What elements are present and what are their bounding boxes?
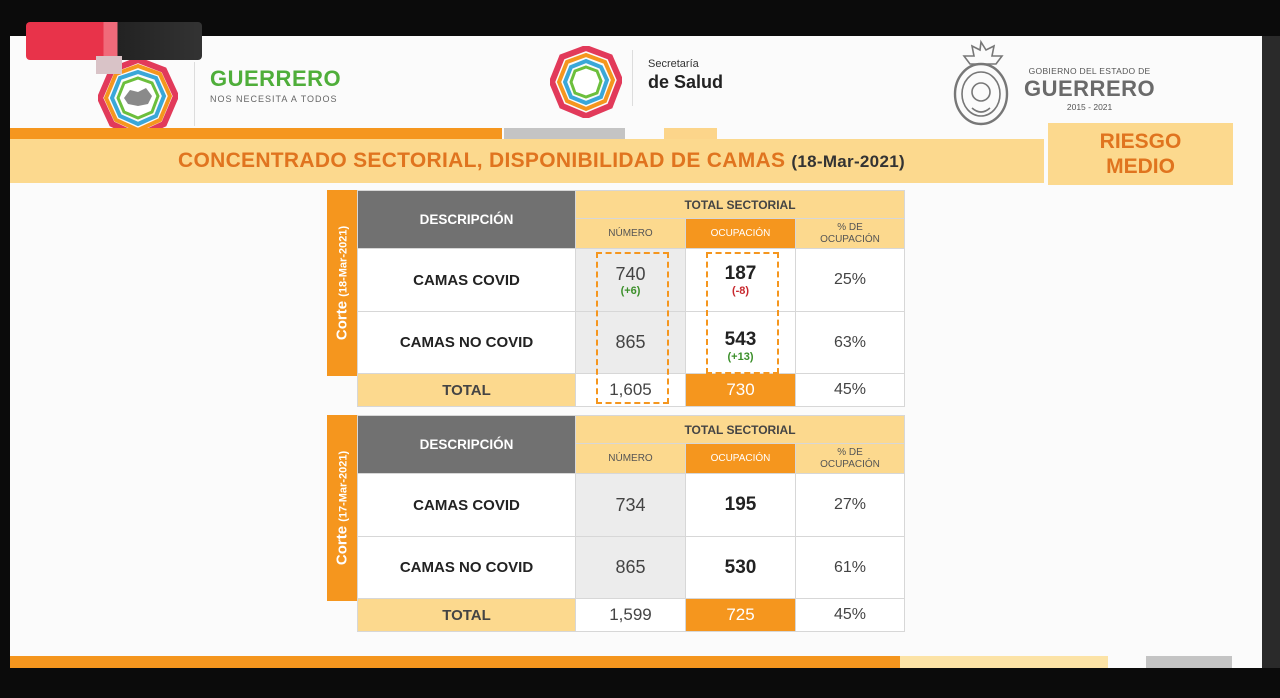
- numero-cell: 865: [575, 536, 686, 599]
- ocupacion-cell: 195: [685, 473, 796, 537]
- header-total-sectorial: TOTAL SECTORIAL: [575, 415, 905, 444]
- pct-cell: 63%: [795, 311, 905, 374]
- total-ocupacion: 725: [685, 598, 796, 632]
- total-ocupacion: 730: [685, 373, 796, 407]
- table-block-previous: Corte (17-Mar-2021) DESCRIPCIÓN TOTAL SE…: [327, 415, 907, 632]
- corte-label: Corte (17-Mar-2021): [327, 415, 357, 601]
- numero-cell: 734: [575, 473, 686, 537]
- row-label: CAMAS NO COVID: [357, 536, 576, 599]
- numero-cell: 740 (+6): [575, 248, 686, 312]
- ocupacion-cell: 530: [685, 536, 796, 599]
- gobierno-years: 2015 - 2021: [1066, 102, 1113, 112]
- table-block-current: Corte (18-Mar-2021) DESCRIPCIÓN TOTAL SE…: [327, 190, 907, 407]
- corte-label: Corte (18-Mar-2021): [327, 190, 357, 376]
- total-label: TOTAL: [357, 373, 576, 407]
- header-descripcion: DESCRIPCIÓN: [357, 415, 576, 474]
- screen-edge: [1262, 36, 1280, 668]
- gobierno-big-text: GUERRERO: [1024, 76, 1156, 101]
- decor-band: [900, 656, 1108, 668]
- ocupacion-cell: 187 (-8): [685, 248, 796, 312]
- header-descripcion: DESCRIPCIÓN: [357, 190, 576, 249]
- decor-band: [1146, 656, 1232, 668]
- guerrero-brand: GUERRERO NOS NECESITA A TODOS: [210, 66, 341, 104]
- decor-band: [10, 656, 900, 668]
- ocupacion-cell: 543 (+13): [685, 311, 796, 374]
- pct-cell: 27%: [795, 473, 905, 537]
- total-row: TOTAL 1,599 725 45%: [357, 598, 905, 632]
- table-row: CAMAS NO COVID 865 530 61%: [357, 536, 905, 599]
- header-pct: % DE OCUPACIÓN: [795, 218, 905, 249]
- ocupacion-delta: (-8): [731, 284, 750, 297]
- header-numero: NÚMERO: [575, 218, 686, 249]
- salud-logo-icon: [550, 46, 622, 118]
- decor-band: [504, 128, 625, 139]
- header-numero: NÚMERO: [575, 443, 686, 474]
- state-seal-icon: [953, 39, 1009, 126]
- gobierno-brand: GOBIERNO DEL ESTADO DE GUERRERO 2015 - 2…: [1024, 66, 1155, 112]
- header-divider: [632, 50, 633, 106]
- guerrero-logo-icon: [98, 58, 178, 138]
- ocupacion-delta: (+13): [727, 351, 754, 363]
- table-row: CAMAS NO COVID 865 543 (+13) 63%: [357, 311, 905, 374]
- header-ocupacion: OCUPACIÓN: [685, 218, 796, 249]
- beds-table: DESCRIPCIÓN TOTAL SECTORIAL NÚMERO OCUPA…: [357, 190, 905, 407]
- risk-line-1: RIESGO: [1099, 130, 1182, 153]
- risk-line-2: MEDIO: [1106, 155, 1175, 178]
- table-row: CAMAS COVID 734 195 27%: [357, 473, 905, 537]
- salud-brand: Secretaría de Salud: [648, 58, 723, 93]
- pct-cell: 25%: [795, 248, 905, 312]
- decor-band: [664, 128, 717, 139]
- row-label: CAMAS COVID: [357, 248, 576, 312]
- row-label: CAMAS COVID: [357, 473, 576, 537]
- total-pct: 45%: [795, 598, 905, 632]
- header-divider: [194, 62, 195, 126]
- salud-small-text: Secretaría: [648, 58, 699, 70]
- page-title: CONCENTRADO SECTORIAL, DISPONIBILIDAD DE…: [178, 149, 905, 173]
- redacted-overlay: [96, 56, 122, 74]
- risk-badge: RIESGO MEDIO: [1048, 123, 1233, 185]
- pct-cell: 61%: [795, 536, 905, 599]
- beds-table: DESCRIPCIÓN TOTAL SECTORIAL NÚMERO OCUPA…: [357, 415, 905, 632]
- gobierno-small-text: GOBIERNO DEL ESTADO DE: [1028, 66, 1151, 76]
- redacted-overlay: [26, 22, 202, 60]
- header-total-sectorial: TOTAL SECTORIAL: [575, 190, 905, 219]
- total-row: TOTAL 1,605 730 45%: [357, 373, 905, 407]
- title-band: [10, 139, 1044, 183]
- row-label: CAMAS NO COVID: [357, 311, 576, 374]
- header-pct: % DE OCUPACIÓN: [795, 443, 905, 474]
- table-row: CAMAS COVID 740 (+6) 187 (-8) 25%: [357, 248, 905, 312]
- salud-big-text: de Salud: [648, 72, 724, 92]
- guerrero-subtitle: NOS NECESITA A TODOS: [210, 94, 338, 104]
- guerrero-title: GUERRERO: [210, 66, 342, 91]
- slide: GUERRERO NOS NECESITA A TODOS Secretaría…: [10, 36, 1262, 668]
- page-title-text: CONCENTRADO SECTORIAL, DISPONIBILIDAD DE…: [178, 149, 786, 172]
- numero-delta: (+6): [620, 284, 641, 297]
- total-numero: 1,605: [575, 373, 686, 407]
- total-pct: 45%: [795, 373, 905, 407]
- header-ocupacion: OCUPACIÓN: [685, 443, 796, 474]
- total-numero: 1,599: [575, 598, 686, 632]
- page-title-date: (18-Mar-2021): [791, 152, 905, 171]
- numero-cell: 865: [575, 311, 686, 374]
- total-label: TOTAL: [357, 598, 576, 632]
- decor-band: [10, 128, 502, 139]
